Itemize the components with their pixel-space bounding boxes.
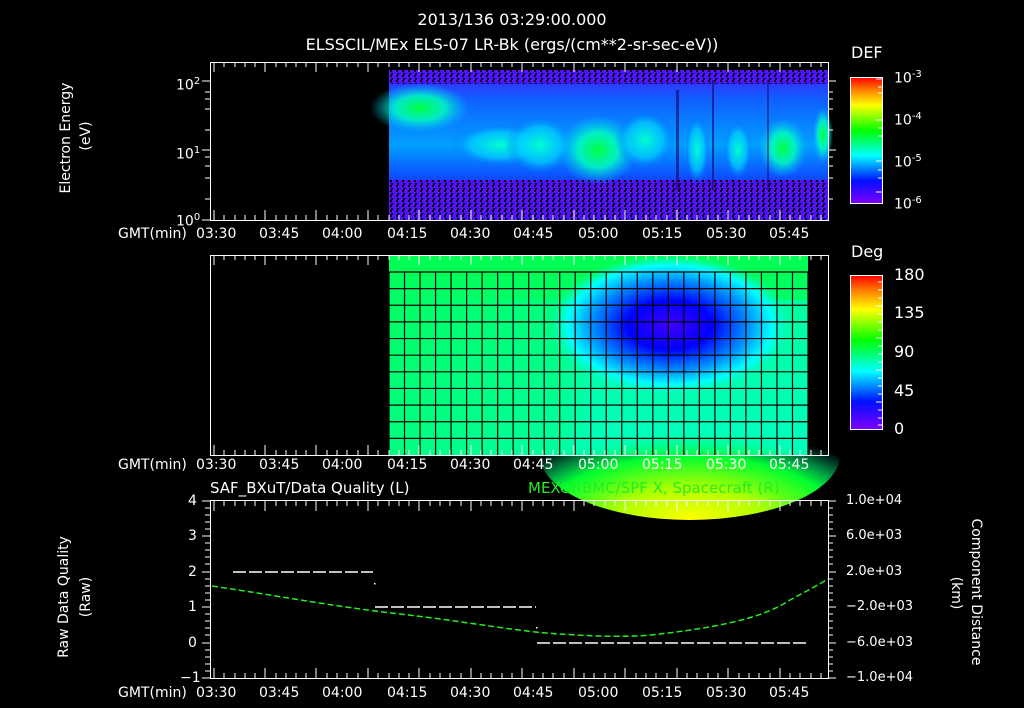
tick-0415: 04:15	[387, 457, 428, 473]
panel3-ytick-4: 4	[188, 493, 197, 509]
tick-0345: 03:45	[259, 685, 300, 701]
colorbar1-label: DEF	[851, 43, 883, 62]
tick-0330: 03:30	[196, 226, 237, 242]
tick-0415: 04:15	[387, 226, 428, 242]
tick-0500: 05:00	[578, 457, 619, 473]
colorbar2-tick-180: 180	[894, 265, 925, 284]
panel3-y2tick-neg6e3: −6.0e+03	[846, 635, 913, 650]
panel3-xlabel: GMT(min)	[118, 685, 187, 701]
tick-0530: 05:30	[706, 226, 747, 242]
panel3-yunit-right: (km)	[948, 576, 964, 610]
colorbar1-tick-1e-6: 10-6	[894, 195, 922, 213]
panel1-ytick-1: 100	[176, 212, 201, 230]
panel3-y2tick-neg2e3: −2.0e+03	[846, 599, 913, 614]
tick-0430: 04:30	[450, 457, 491, 473]
panel3-right-title: MEXORBMC/SPF X, Spacecraft (R)	[528, 479, 780, 497]
panel1-ytick-100: 102	[176, 76, 201, 94]
colorbar2-label: Deg	[851, 242, 884, 261]
tick-0500: 05:00	[578, 226, 619, 242]
tick-0445: 04:45	[513, 685, 554, 701]
colorbar1-tick-1e-4: 10-4	[894, 111, 922, 129]
tick-0330: 03:30	[196, 685, 237, 701]
tick-0515: 05:15	[642, 226, 683, 242]
panel3-ylabel-right: Component Distance	[968, 518, 984, 666]
panel3-ytick-0: 0	[188, 635, 197, 651]
panel2-xlabel: GMT(min)	[118, 457, 187, 473]
tick-0330: 03:30	[196, 457, 237, 473]
panel3-y2tick-2e3: 2.0e+03	[846, 564, 903, 579]
tick-0430: 04:30	[450, 226, 491, 242]
tick-0515: 05:15	[642, 457, 683, 473]
colorbar1-tick-1e-3: 10-3	[894, 69, 922, 87]
panel3-y2tick-6e3: 6.0e+03	[846, 528, 903, 543]
panel3-ytick-neg1: −1	[180, 670, 201, 686]
tick-0545: 05:45	[769, 457, 810, 473]
tick-0345: 03:45	[259, 226, 300, 242]
panel3-left-title: SAF_BXuT/Data Quality (L)	[210, 479, 410, 497]
tick-0345: 03:45	[259, 457, 300, 473]
tick-0400: 04:00	[322, 685, 363, 701]
panel3-ytick-2: 2	[188, 564, 197, 580]
timestamp-title: 2013/136 03:29:00.000	[417, 10, 607, 29]
tick-0430: 04:30	[450, 685, 491, 701]
panel3-ylabel-left: Raw Data Quality	[56, 536, 72, 658]
tick-0445: 04:45	[513, 457, 554, 473]
colorbar2-tick-0: 0	[894, 419, 905, 438]
tick-0415: 04:15	[387, 685, 428, 701]
colorbar2-tick-135: 135	[894, 303, 925, 322]
tick-0530: 05:30	[706, 685, 747, 701]
tick-0530: 05:30	[706, 457, 747, 473]
tick-0515: 05:15	[642, 685, 683, 701]
colorbar2-tick-90: 90	[894, 342, 915, 361]
tick-0545: 05:45	[769, 226, 810, 242]
tick-0545: 05:45	[769, 685, 810, 701]
tick-0400: 04:00	[322, 226, 363, 242]
panel3-ytick-3: 3	[188, 528, 197, 544]
tick-0445: 04:45	[513, 226, 554, 242]
tick-0500: 05:00	[578, 685, 619, 701]
panel1-ytick-10: 101	[176, 145, 201, 163]
colorbar1-tick-1e-5: 10-5	[894, 153, 922, 171]
panel3-ytick-1: 1	[188, 599, 197, 615]
panel1-xlabel: GMT(min)	[118, 226, 187, 242]
colorbar2-tick-45: 45	[894, 381, 915, 400]
panel3-yunit-left: (Raw)	[78, 576, 94, 618]
tick-0400: 04:00	[322, 457, 363, 473]
panel1-title: ELSSCIL/MEx ELS-07 LR-Bk (ergs/(cm**2-sr…	[305, 35, 719, 54]
panel3-y2tick-neg1e4: −1.0e+04	[846, 670, 913, 685]
panel3-y2tick-1e4: 1.0e+04	[846, 493, 903, 508]
